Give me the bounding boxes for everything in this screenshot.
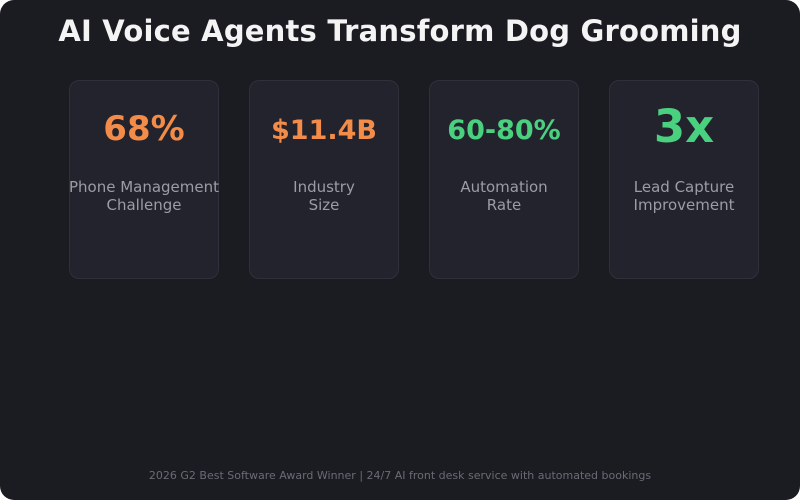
stat-value: $11.4B: [271, 115, 377, 146]
stat-value: 68%: [103, 109, 185, 149]
stat-value: 3x: [653, 100, 715, 153]
stat-label-line: Improvement: [633, 196, 735, 214]
stat-label-line: Phone Management: [68, 178, 220, 196]
stat-value: 60-80%: [447, 115, 561, 146]
stat-label: Automation Rate: [420, 178, 588, 214]
stat-label-line: Rate: [486, 196, 522, 214]
stat-card-automation-rate: 60-80% Automation Rate: [429, 80, 579, 279]
stat-label: Lead Capture Improvement: [600, 178, 768, 214]
stat-label-line: Automation: [460, 178, 548, 196]
stat-label-line: Industry: [293, 178, 355, 196]
stat-label-line: Lead Capture: [633, 178, 735, 196]
stat-label-line: Size: [308, 196, 340, 214]
footer-note: 2026 G2 Best Software Award Winner | 24/…: [148, 469, 652, 482]
stat-card-industry-size: $11.4B Industry Size: [249, 80, 399, 279]
stat-label: Phone Management Challenge: [60, 178, 228, 214]
stat-label: Industry Size: [240, 178, 408, 214]
stat-card-phone-management: 68% Phone Management Challenge: [69, 80, 219, 279]
stat-card-lead-capture: 3x Lead Capture Improvement: [609, 80, 759, 279]
stat-label-line: Challenge: [106, 196, 182, 214]
page-title: AI Voice Agents Transform Dog Grooming: [58, 14, 742, 48]
